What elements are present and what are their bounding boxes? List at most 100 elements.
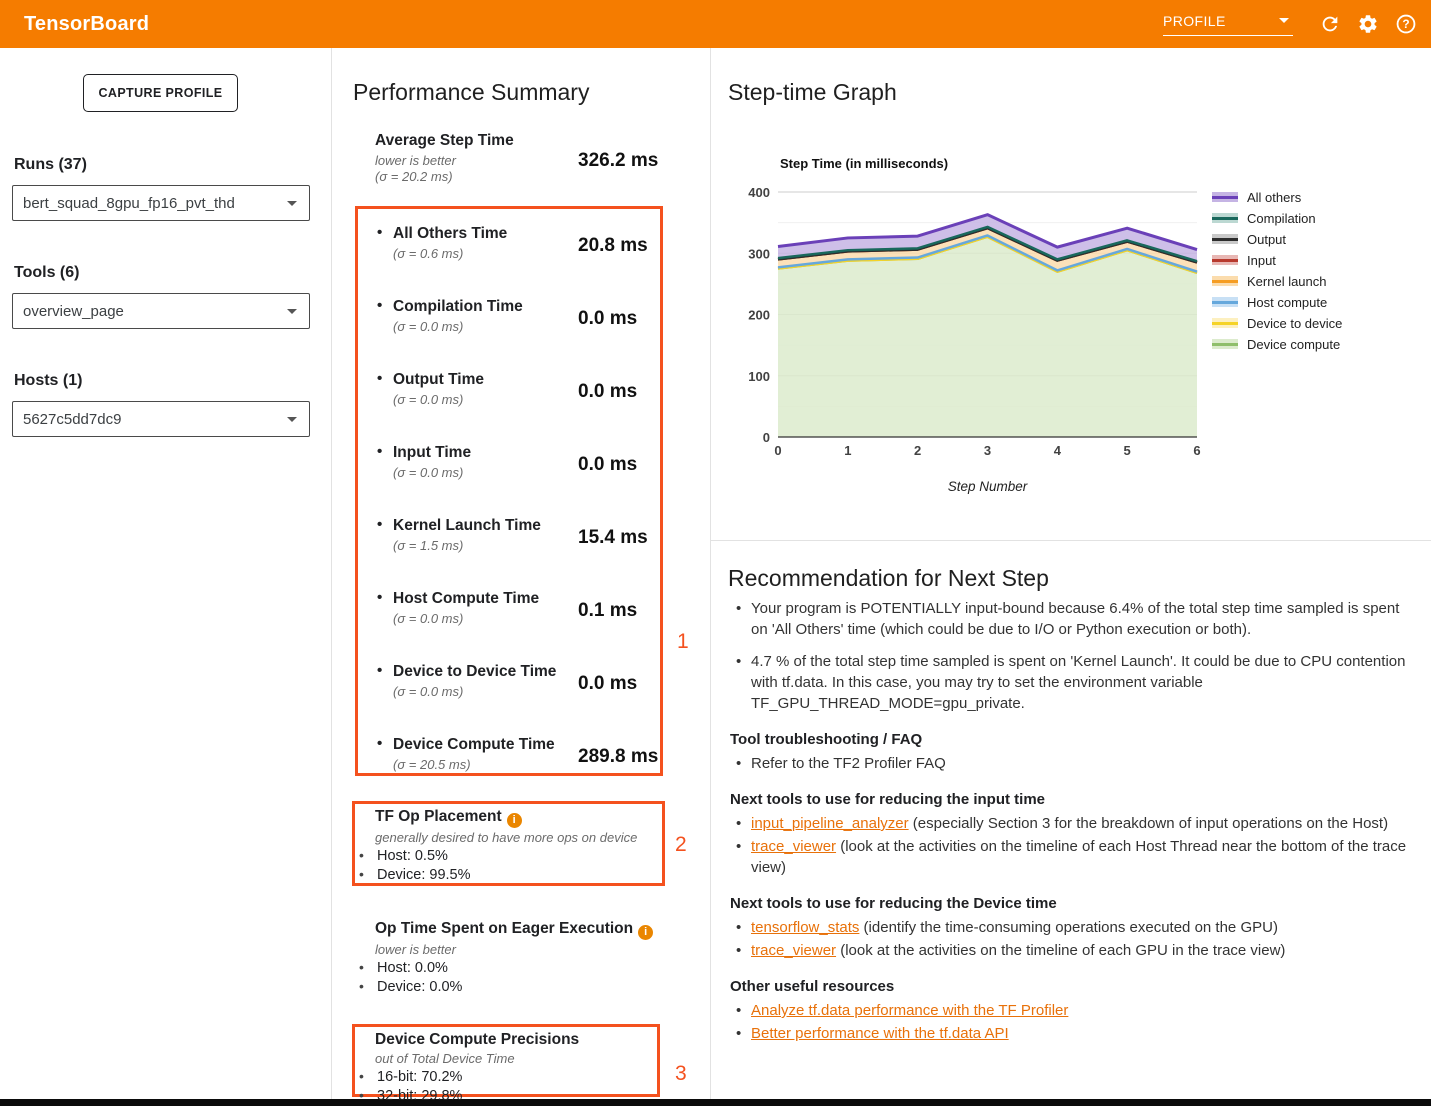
tool-link[interactable]: trace_viewer: [751, 838, 836, 855]
metric-row: Host Compute Time(σ = 0.0 ms)0.1 ms: [375, 590, 665, 626]
metric-subtext: lower is better: [375, 153, 575, 168]
tools-label: Tools (6): [14, 264, 79, 282]
svg-text:3: 3: [984, 443, 991, 458]
runs-select[interactable]: bert_squad_8gpu_fp16_pvt_thd: [12, 185, 310, 221]
legend-item: Device to device: [1212, 316, 1342, 330]
eager-execution-block: Op Time Spent on Eager Executioni lower …: [357, 920, 662, 995]
section-item: Refer to the TF2 Profiler FAQ: [730, 753, 1418, 774]
item-text: (look at the activities on the timeline …: [836, 942, 1285, 959]
info-icon[interactable]: i: [638, 925, 653, 940]
svg-text:6: 6: [1193, 443, 1200, 458]
legend-swatch-icon: [1212, 276, 1238, 286]
annotation-number-2: 2: [675, 833, 687, 857]
tool-link[interactable]: input_pipeline_analyzer: [751, 815, 909, 832]
device-compute-precisions-block: Device Compute Precisions out of Total D…: [357, 1031, 662, 1104]
bottom-bar: [0, 1099, 1431, 1106]
section-heading: Next tools to use for reducing the input…: [730, 789, 1418, 810]
capture-profile-button[interactable]: CAPTURE PROFILE: [83, 74, 238, 112]
metric-value: 289.8 ms: [578, 746, 658, 768]
performance-summary-title: Performance Summary: [353, 79, 589, 106]
legend-item: Output: [1212, 232, 1342, 246]
block-subtitle: out of Total Device Time: [375, 1051, 662, 1066]
metric-value: 0.0 ms: [578, 381, 637, 403]
svg-text:300: 300: [748, 246, 770, 261]
svg-text:1: 1: [844, 443, 851, 458]
block-subtitle: lower is better: [375, 942, 662, 957]
tools-select[interactable]: overview_page: [12, 293, 310, 329]
item-text: (especially Section 3 for the breakdown …: [909, 815, 1388, 832]
runs-select-value: bert_squad_8gpu_fp16_pvt_thd: [23, 195, 235, 212]
list-item: Host: 0.0%: [357, 960, 662, 976]
chevron-down-icon: [1279, 18, 1289, 23]
chevron-down-icon: [287, 201, 297, 206]
recommendation-title: Recommendation for Next Step: [728, 565, 1049, 592]
tool-link[interactable]: trace_viewer: [751, 942, 836, 959]
hosts-select-value: 5627c5dd7dc9: [23, 411, 121, 428]
list-item: Device: 0.0%: [357, 979, 662, 995]
item-text: Refer to the TF2 Profiler FAQ: [751, 755, 946, 772]
metric-value: 0.0 ms: [578, 673, 637, 695]
block-title: Op Time Spent on Eager Executioni: [375, 920, 662, 940]
metric-row: Input Time(σ = 0.0 ms)0.0 ms: [375, 444, 665, 480]
step-time-graph-title: Step-time Graph: [728, 79, 897, 106]
metric-value: 20.8 ms: [578, 235, 648, 257]
recommendation-body: Your program is POTENTIALLY input-bound …: [730, 598, 1418, 1048]
legend-item: Input: [1212, 253, 1342, 267]
metric-sigma: (σ = 20.2 ms): [375, 169, 575, 184]
metric-value: 15.4 ms: [578, 527, 648, 549]
svg-text:400: 400: [748, 185, 770, 200]
tool-link[interactable]: Analyze tf.data performance with the TF …: [751, 1002, 1068, 1019]
section-heading: Tool troubleshooting / FAQ: [730, 729, 1418, 750]
metric-value: 0.1 ms: [578, 600, 637, 622]
recommendation-bullet: 4.7 % of the total step time sampled is …: [730, 651, 1418, 714]
legend-label: Host compute: [1247, 295, 1327, 310]
legend-label: Device to device: [1247, 316, 1342, 331]
chart-x-axis-label: Step Number: [778, 479, 1197, 494]
settings-gear-icon[interactable]: [1357, 13, 1379, 35]
metric-row: All Others Time(σ = 0.6 ms)20.8 ms: [375, 225, 665, 261]
dashboard-selector[interactable]: PROFILE: [1163, 13, 1293, 36]
legend-swatch-icon: [1212, 192, 1238, 202]
tools-select-value: overview_page: [23, 303, 124, 320]
sidebar-divider: [331, 48, 332, 1099]
section-item: input_pipeline_analyzer (especially Sect…: [730, 813, 1418, 834]
legend-swatch-icon: [1212, 255, 1238, 265]
metric-row: Output Time(σ = 0.0 ms)0.0 ms: [375, 371, 665, 407]
legend-swatch-icon: [1212, 297, 1238, 307]
metric-row: Device to Device Time(σ = 0.0 ms)0.0 ms: [375, 663, 665, 699]
legend-item: Kernel launch: [1212, 274, 1342, 288]
info-icon[interactable]: i: [507, 813, 522, 828]
svg-text:0: 0: [763, 430, 770, 445]
section-heading: Next tools to use for reducing the Devic…: [730, 893, 1418, 914]
list-item: Host: 0.5%: [357, 848, 662, 864]
svg-text:?: ?: [1402, 17, 1409, 31]
legend-swatch-icon: [1212, 234, 1238, 244]
hosts-select[interactable]: 5627c5dd7dc9: [12, 401, 310, 437]
legend-item: Host compute: [1212, 295, 1342, 309]
refresh-icon[interactable]: [1319, 13, 1341, 35]
item-text: (look at the activities on the timeline …: [751, 838, 1406, 876]
legend-swatch-icon: [1212, 339, 1238, 349]
block-title-text: Device Compute Precisions: [375, 1031, 579, 1048]
legend-label: Kernel launch: [1247, 274, 1327, 289]
metric-value: 0.0 ms: [578, 454, 637, 476]
svg-text:2: 2: [914, 443, 921, 458]
tool-link[interactable]: tensorflow_stats: [751, 919, 859, 936]
tool-link[interactable]: Better performance with the tf.data API: [751, 1025, 1009, 1042]
hosts-label: Hosts (1): [14, 372, 82, 390]
help-icon[interactable]: ?: [1395, 13, 1417, 35]
dashboard-selector-value: PROFILE: [1163, 13, 1226, 29]
app-title: TensorBoard: [24, 13, 149, 36]
annotation-number-1: 1: [677, 630, 689, 654]
block-title: Device Compute Precisions: [375, 1031, 662, 1049]
legend-item: Device compute: [1212, 337, 1342, 351]
recommendation-bullet: Your program is POTENTIALLY input-bound …: [730, 598, 1418, 640]
runs-label: Runs (37): [14, 156, 87, 174]
chevron-down-icon: [287, 417, 297, 422]
svg-text:200: 200: [748, 308, 770, 323]
section-item: Better performance with the tf.data API: [730, 1023, 1418, 1044]
legend-label: Output: [1247, 232, 1286, 247]
legend-label: Device compute: [1247, 337, 1340, 352]
chart-title: Step Time (in milliseconds): [780, 156, 948, 171]
section-heading: Other useful resources: [730, 976, 1418, 997]
